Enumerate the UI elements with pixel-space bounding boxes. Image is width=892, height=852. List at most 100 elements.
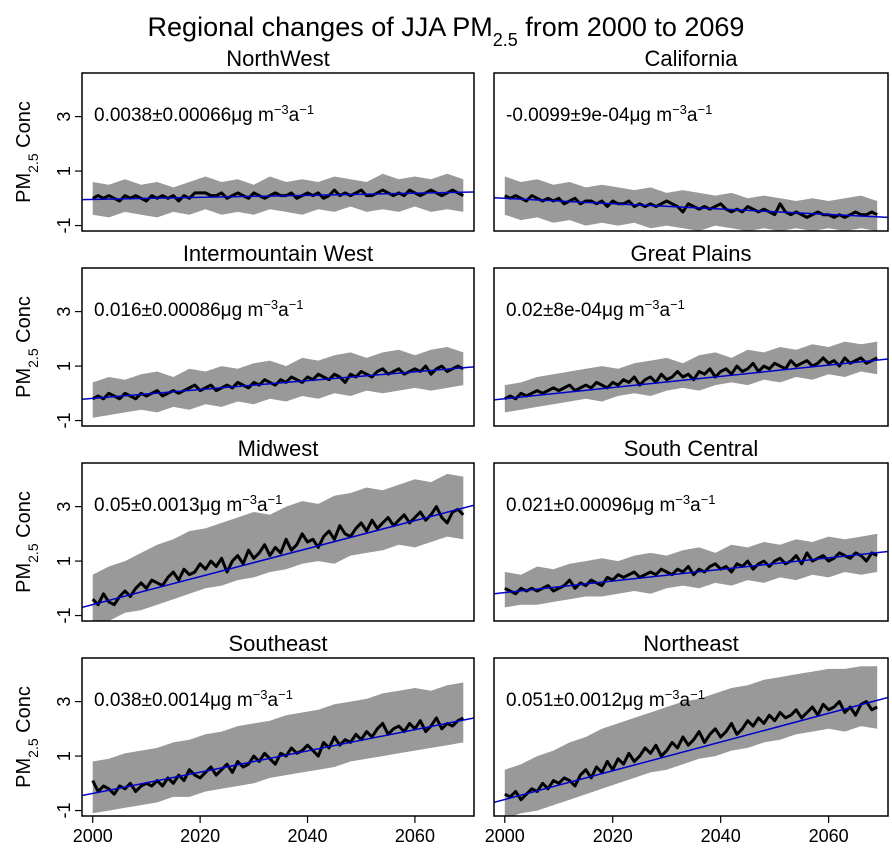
plot-frame <box>493 462 889 622</box>
y-tick-label: -1 <box>54 413 74 429</box>
y-tick-label: 1 <box>54 166 74 176</box>
panel-title: South Central <box>624 436 759 461</box>
plot-frame <box>493 72 889 232</box>
script-text: −1 <box>670 297 685 312</box>
y-tick-label: 1 <box>54 556 74 566</box>
x-tick-label: 2020 <box>180 826 220 846</box>
text-part: PM <box>13 758 35 788</box>
script-text: 2.5 <box>25 738 41 758</box>
mean-line <box>91 505 465 607</box>
text-part: 0.021±0.00096μg m <box>506 495 675 516</box>
y-tick-label: 3 <box>54 502 74 512</box>
script-text: −1 <box>690 687 705 702</box>
text-part: 0.051±0.0012μg m <box>506 690 665 711</box>
trend-line <box>82 191 474 201</box>
y-tick-label: 1 <box>54 361 74 371</box>
y-tick-label: 1 <box>54 751 74 761</box>
plot-area <box>82 473 474 621</box>
text-part: 0.016±0.00086μg m <box>94 300 263 321</box>
trend-line <box>494 358 888 401</box>
x-tick-label: 2040 <box>288 826 328 846</box>
script-text: −1 <box>701 492 716 507</box>
text-part: a <box>289 105 300 126</box>
plot-area <box>494 666 888 816</box>
script-text: −3 <box>263 297 278 312</box>
text-part: Regional changes of JJA PM <box>148 12 493 42</box>
y-axis-label: PM2.5 Conc <box>13 101 41 203</box>
plot-area <box>494 176 888 231</box>
trend-annotation: 0.021±0.00096μg m−3a−1 <box>506 492 716 517</box>
script-text: −1 <box>268 492 283 507</box>
script-text: −3 <box>242 492 257 507</box>
text-part: 0.02±8e-04μg m <box>506 300 645 321</box>
trend-line <box>82 717 474 797</box>
plot-area <box>494 341 888 413</box>
x-tick-label: 2060 <box>395 826 435 846</box>
script-text: −3 <box>645 297 660 312</box>
trend-line <box>494 550 888 595</box>
plot-area <box>82 682 474 814</box>
trend-annotation: -0.0099±9e-04μg m−3a−1 <box>506 102 712 127</box>
script-text: −3 <box>253 687 268 702</box>
trend-line <box>494 197 888 219</box>
text-part: PM <box>13 368 35 398</box>
mean-line <box>504 700 878 802</box>
y-tick-label: 3 <box>54 112 74 122</box>
script-text: −1 <box>289 297 304 312</box>
text-part: from 2000 to 2069 <box>518 12 745 42</box>
figure-title: Regional changes of JJA PM2.5 from 2000 … <box>148 12 745 50</box>
trend-line <box>494 696 888 804</box>
x-tick-label: 2020 <box>593 826 633 846</box>
trend-annotation: 0.0038±0.00066μg m−3a−1 <box>94 102 314 127</box>
text-part: Conc <box>13 296 35 348</box>
y-tick-label: -1 <box>54 803 74 819</box>
text-part: PM <box>13 563 35 593</box>
plot-frame <box>81 267 475 427</box>
y-tick-label: 3 <box>54 307 74 317</box>
x-tick-label: 2000 <box>73 826 113 846</box>
script-text: 2.5 <box>493 30 518 50</box>
plot-frame <box>493 657 889 817</box>
y-tick-label: -1 <box>54 608 74 624</box>
script-text: −1 <box>698 102 713 117</box>
script-text: −1 <box>278 687 293 702</box>
y-tick-label: 3 <box>54 697 74 707</box>
text-part: 0.05±0.0013μg m <box>94 495 242 516</box>
plot-frame <box>81 72 475 232</box>
x-tick-label: 2040 <box>701 826 741 846</box>
text-part: Conc <box>13 686 35 738</box>
trend-annotation: 0.02±8e-04μg m−3a−1 <box>506 297 685 322</box>
y-axis-label: PM2.5 Conc <box>13 296 41 398</box>
trend-annotation: 0.051±0.0012μg m−3a−1 <box>506 687 705 712</box>
trend-annotation: 0.016±0.00086μg m−3a−1 <box>94 297 304 322</box>
plot-frame <box>81 657 475 817</box>
y-axis-label: PM2.5 Conc <box>13 686 41 788</box>
text-part: Conc <box>13 101 35 153</box>
script-text: −3 <box>675 492 690 507</box>
script-text: −3 <box>672 102 687 117</box>
text-part: PM <box>13 173 35 203</box>
text-part: a <box>687 105 698 126</box>
mean-line <box>504 356 878 401</box>
panel-title: Northeast <box>643 631 738 656</box>
text-part: a <box>659 300 670 321</box>
plot-area <box>494 533 888 608</box>
text-part: a <box>680 690 691 711</box>
panel-title: NorthWest <box>226 46 330 71</box>
uncertainty-band <box>92 473 464 621</box>
text-part: 0.038±0.0014μg m <box>94 690 253 711</box>
panel-title: Intermountain West <box>183 241 373 266</box>
x-tick-label: 2000 <box>485 826 525 846</box>
panel-title: Great Plains <box>630 241 751 266</box>
text-part: a <box>268 690 279 711</box>
text-part: a <box>257 495 268 516</box>
mean-line <box>91 716 464 796</box>
plot-area <box>82 173 474 218</box>
panel-title: Southeast <box>228 631 327 656</box>
plot-frame <box>493 267 889 427</box>
panel-title: Midwest <box>238 436 319 461</box>
mean-line <box>92 188 464 203</box>
script-text: 2.5 <box>25 543 41 563</box>
